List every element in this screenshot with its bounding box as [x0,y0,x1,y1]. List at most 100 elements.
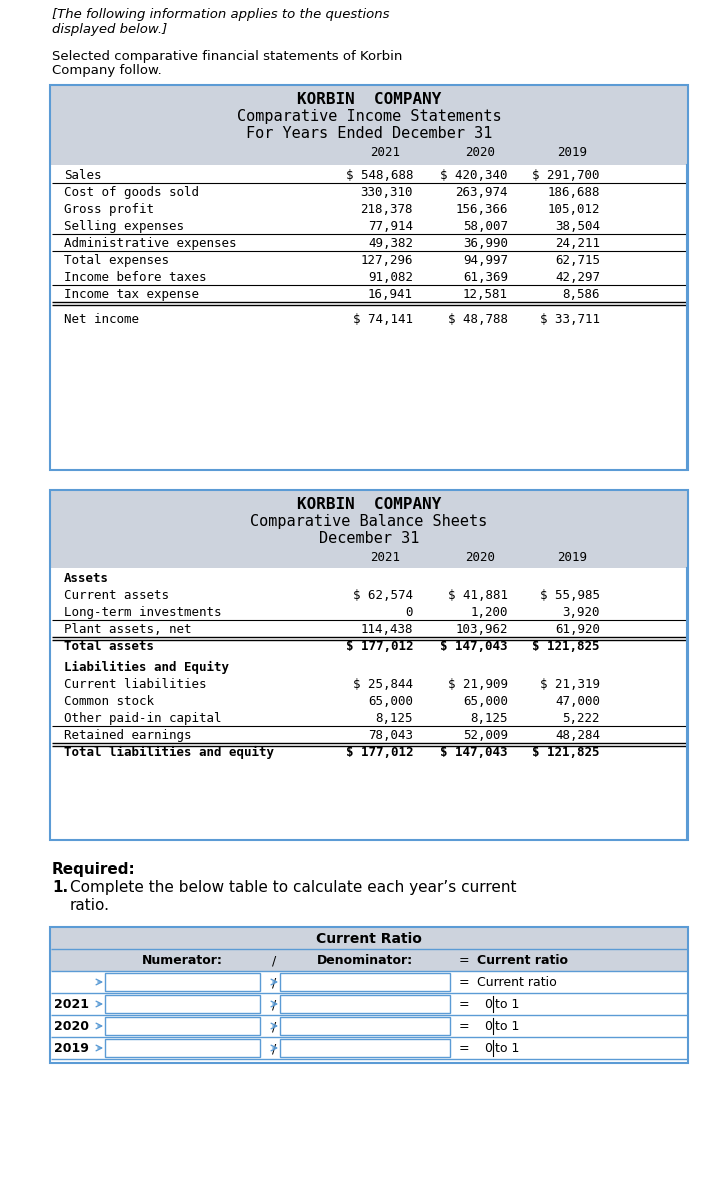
Text: /: / [272,998,276,1010]
Text: 103,962: 103,962 [455,623,508,636]
Text: 2019: 2019 [557,551,587,564]
Text: Comparative Income Statements: Comparative Income Statements [236,109,501,124]
Text: 47,000: 47,000 [555,695,600,708]
Text: 12,581: 12,581 [463,288,508,301]
Text: $ 548,688: $ 548,688 [346,169,413,182]
Text: December 31: December 31 [319,530,419,546]
Text: Company follow.: Company follow. [52,64,162,77]
Text: Current liabilities: Current liabilities [64,678,207,691]
Text: 1,200: 1,200 [471,606,508,619]
Text: 2020: 2020 [54,1020,89,1033]
Bar [50,926,688,1063]
Text: 2021: 2021 [54,998,89,1010]
Bar [280,973,450,991]
Text: Assets: Assets [64,572,109,584]
Text: =: = [458,954,469,967]
Text: Administrative expenses: Administrative expenses [64,236,236,250]
Bar [50,85,688,470]
Text: 16,941: 16,941 [368,288,413,301]
Text: Total liabilities and equity: Total liabilities and equity [64,746,274,760]
Text: $ 291,700: $ 291,700 [533,169,600,182]
Text: 156,366: 156,366 [455,203,508,216]
Text: to 1: to 1 [495,998,519,1010]
Text: KORBIN  COMPANY: KORBIN COMPANY [297,92,441,107]
Text: Plant assets, net: Plant assets, net [64,623,192,636]
Text: 8,586: 8,586 [562,288,600,301]
Text: 2019: 2019 [557,146,587,158]
Bar [51,949,687,971]
Bar [105,995,260,1013]
Text: $ 55,985: $ 55,985 [540,589,600,602]
Text: 52,009: 52,009 [463,728,508,742]
Text: KORBIN  COMPANY: KORBIN COMPANY [297,497,441,512]
Text: 78,043: 78,043 [368,728,413,742]
Bar [50,926,688,1063]
Text: 0: 0 [484,998,492,1010]
Bar [51,971,687,1063]
Text: 0: 0 [406,606,413,619]
Text: 263,974: 263,974 [455,186,508,199]
Text: 49,382: 49,382 [368,236,413,250]
Text: Current ratio: Current ratio [477,954,568,967]
Text: Current Ratio: Current Ratio [316,932,422,946]
Text: 2021: 2021 [370,551,400,564]
Text: 1.: 1. [52,880,68,895]
Text: Other paid-in capital: Other paid-in capital [64,712,221,725]
Text: ratio.: ratio. [70,898,110,913]
Bar [280,995,450,1013]
Text: 62,715: 62,715 [555,254,600,266]
Text: 105,012: 105,012 [547,203,600,216]
Text: 8,125: 8,125 [375,712,413,725]
Text: 24,211: 24,211 [555,236,600,250]
Text: Total expenses: Total expenses [64,254,169,266]
Text: For Years Ended December 31: For Years Ended December 31 [246,126,492,140]
Text: to 1: to 1 [495,1042,519,1055]
Text: $ 74,141: $ 74,141 [353,313,413,326]
Text: =: = [458,1042,469,1055]
Text: Total assets: Total assets [64,640,154,653]
Text: 186,688: 186,688 [547,186,600,199]
Text: 65,000: 65,000 [368,695,413,708]
Bar [51,971,687,994]
Text: $ 177,012: $ 177,012 [346,640,413,653]
Text: 330,310: 330,310 [361,186,413,199]
Bar [50,490,688,840]
Bar [51,164,687,469]
Text: /: / [272,976,276,989]
Text: $ 147,043: $ 147,043 [440,640,508,653]
Text: Sales: Sales [64,169,101,182]
Text: Comparative Balance Sheets: Comparative Balance Sheets [250,514,487,529]
Bar [105,1039,260,1057]
Bar [105,1018,260,1034]
Bar [51,1037,687,1058]
Text: $ 25,844: $ 25,844 [353,678,413,691]
Text: 114,438: 114,438 [361,623,413,636]
Text: 2020: 2020 [465,146,495,158]
Text: Current assets: Current assets [64,589,169,602]
Text: 48,284: 48,284 [555,728,600,742]
Text: =: = [458,976,469,989]
Text: 61,369: 61,369 [463,271,508,284]
Text: $ 147,043: $ 147,043 [440,746,508,758]
Text: 2020: 2020 [465,551,495,564]
Text: 91,082: 91,082 [368,271,413,284]
Text: 2019: 2019 [54,1042,89,1055]
Text: Income tax expense: Income tax expense [64,288,199,301]
Text: 2021: 2021 [370,146,400,158]
Text: 65,000: 65,000 [463,695,508,708]
Text: Required:: Required: [52,862,136,877]
Text: Retained earnings: Retained earnings [64,728,192,742]
Text: /: / [272,1042,276,1055]
Text: 3,920: 3,920 [562,606,600,619]
Text: Net income: Net income [64,313,139,326]
Text: $ 62,574: $ 62,574 [353,589,413,602]
Bar [50,490,688,840]
Text: Current ratio: Current ratio [477,976,557,989]
Text: 42,297: 42,297 [555,271,600,284]
Bar [50,85,688,470]
Text: 127,296: 127,296 [361,254,413,266]
Text: $ 121,825: $ 121,825 [533,640,600,653]
Text: 77,914: 77,914 [368,220,413,233]
Text: Gross profit: Gross profit [64,203,154,216]
Text: 38,504: 38,504 [555,220,600,233]
